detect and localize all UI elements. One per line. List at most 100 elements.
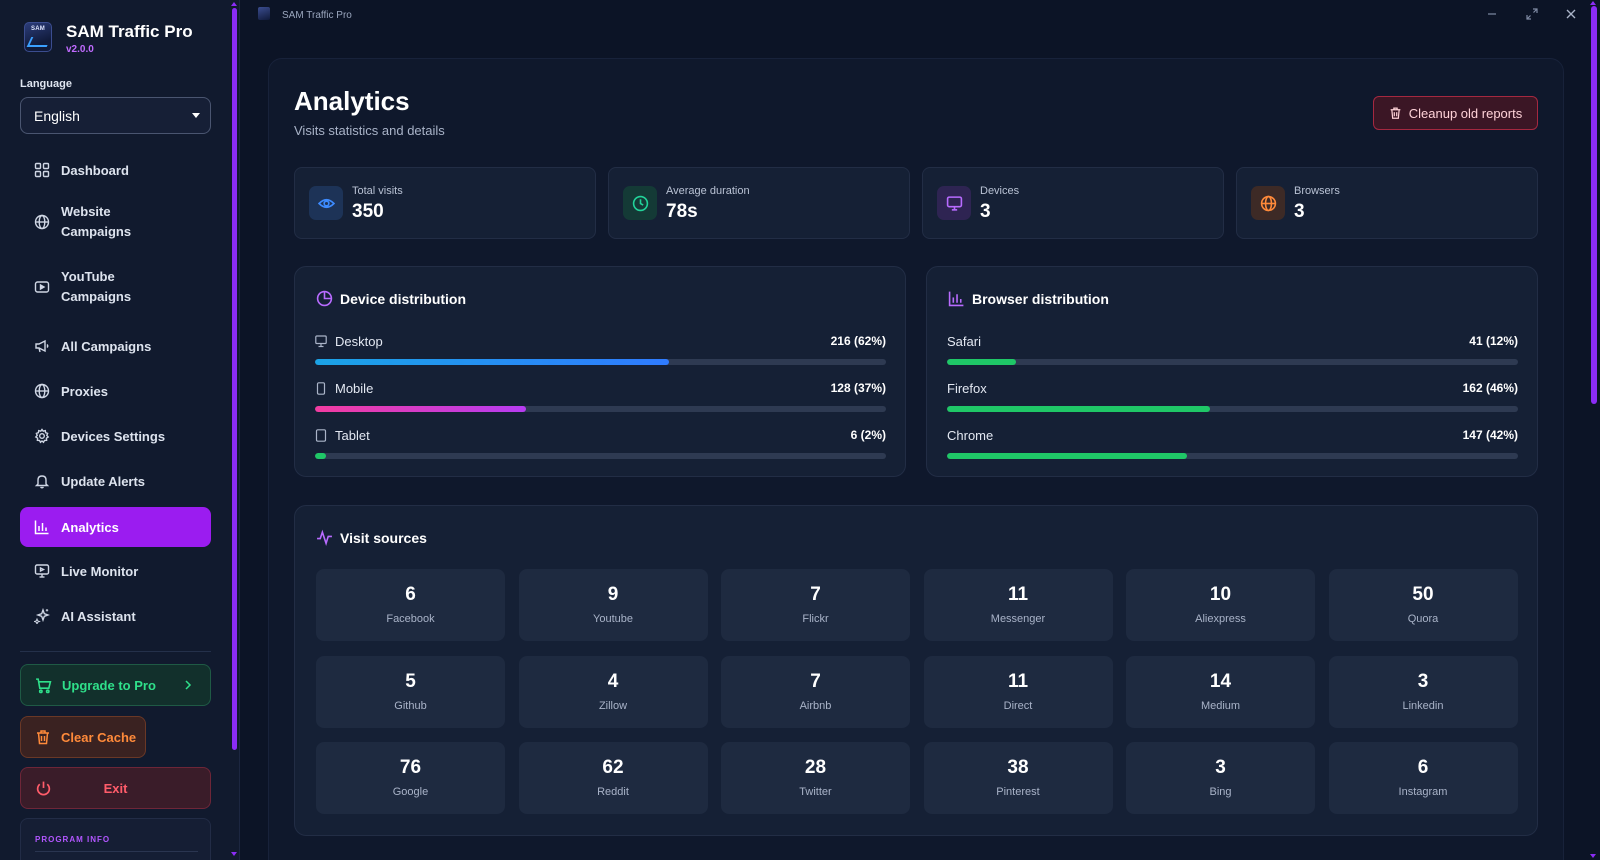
- progress-track: [947, 406, 1518, 412]
- nav-label: Analytics: [61, 519, 119, 535]
- nav-item-ai-assistant[interactable]: AI Assistant: [20, 598, 211, 634]
- source-count: 76: [399, 757, 422, 778]
- nav-item-dashboard[interactable]: Dashboard: [20, 152, 211, 188]
- clear-cache-label: Clear Cache: [61, 729, 137, 745]
- clear-cache-button[interactable]: Clear Cache: [20, 716, 146, 758]
- browser-distribution-panel: Browser distribution Safari 41 (12%) Fir…: [926, 266, 1538, 477]
- source-name: Pinterest: [996, 786, 1040, 798]
- progress-fill: [315, 406, 527, 412]
- browser-name: Safari: [947, 334, 981, 349]
- nav-item-website-campaigns[interactable]: Website Campaigns: [20, 199, 211, 245]
- source-card-twitter: 28 Twitter: [721, 742, 910, 814]
- exit-button[interactable]: Exit: [20, 767, 211, 809]
- source-card-airbnb: 7 Airbnb: [721, 655, 910, 728]
- stat-card-total-visits: Total visits 350: [294, 167, 596, 239]
- source-count: 3: [1215, 757, 1226, 778]
- restore-icon[interactable]: [1524, 6, 1540, 22]
- browser-value: 162 (46%): [1462, 381, 1518, 395]
- bell-icon: [34, 475, 50, 489]
- source-count: 6: [405, 584, 416, 605]
- source-name: Google: [392, 786, 429, 798]
- source-card-pinterest: 38 Pinterest: [923, 742, 1113, 814]
- browser-distribution-title: Browser distribution: [948, 290, 1109, 307]
- source-count: 50: [1412, 584, 1434, 605]
- source-card-zillow: 4 Zillow: [518, 655, 708, 728]
- source-name: Instagram: [1398, 786, 1448, 798]
- stat-card-devices: Devices 3: [922, 167, 1224, 239]
- panel-title-text: Device distribution: [340, 290, 467, 307]
- nav-item-all-campaigns[interactable]: All Campaigns: [20, 328, 211, 364]
- minimize-icon[interactable]: [1484, 6, 1500, 22]
- video-icon: [34, 281, 50, 293]
- progress-track: [315, 359, 886, 365]
- browser-value: 41 (12%): [1469, 334, 1518, 348]
- program-info-label: PROGRAM INFO: [35, 835, 111, 844]
- sidebar-scroll-up-icon[interactable]: [231, 2, 237, 6]
- source-name: Flickr: [802, 613, 829, 625]
- nav-item-youtube-campaigns[interactable]: YouTube Campaigns: [20, 264, 211, 310]
- language-label: Language: [20, 78, 72, 90]
- window-titlebar: SAM Traffic Pro: [240, 0, 1600, 30]
- nav-item-live-monitor[interactable]: Live Monitor: [20, 553, 211, 589]
- globe-icon: [34, 383, 50, 399]
- browser-name: Firefox: [947, 381, 987, 396]
- source-count: 11: [1007, 584, 1029, 605]
- app-version: v2.0.0: [66, 44, 94, 55]
- source-name: Medium: [1200, 699, 1241, 712]
- chevron-right-icon: [185, 680, 192, 690]
- gear-icon: [34, 428, 50, 444]
- app-logo-icon: SAM: [24, 22, 52, 52]
- language-selected-value: English: [34, 107, 80, 124]
- stat-icon-box: [309, 186, 343, 220]
- browser-row-firefox: Firefox 162 (46%): [947, 381, 1518, 417]
- clock-icon: [632, 195, 648, 211]
- nav-label: All Campaigns: [61, 338, 152, 354]
- trash-icon: [1390, 107, 1401, 119]
- nav-label: Update Alerts: [61, 473, 146, 489]
- visit-sources-title: Visit sources: [316, 529, 427, 546]
- source-count: 62: [602, 757, 624, 778]
- device-row-mobile: Mobile 128 (37%): [315, 381, 886, 417]
- source-card-messenger: 11 Messenger: [923, 569, 1113, 641]
- sidebar: SAM SAM Traffic Pro v2.0.0 Language Engl…: [0, 0, 240, 860]
- language-select[interactable]: English: [20, 97, 211, 134]
- nav-item-devices-settings[interactable]: Devices Settings: [20, 418, 211, 454]
- source-card-flickr: 7 Flickr: [721, 569, 910, 641]
- page-scroll-down-icon[interactable]: [1590, 854, 1596, 858]
- progress-fill: [947, 453, 1187, 459]
- source-name: Direct: [1003, 699, 1033, 712]
- nav-item-proxies[interactable]: Proxies: [20, 373, 211, 409]
- nav-item-analytics[interactable]: Analytics: [20, 507, 211, 547]
- stat-icon-box: [937, 186, 971, 220]
- stat-card-average-duration: Average duration 78s: [608, 167, 910, 239]
- progress-track: [947, 453, 1518, 459]
- device-name: Tablet: [335, 428, 370, 443]
- source-count: 11: [1007, 670, 1029, 692]
- sidebar-scroll-down-icon[interactable]: [231, 852, 237, 856]
- progress-fill: [947, 406, 1210, 412]
- device-value: 216 (62%): [830, 334, 886, 348]
- progress-track: [315, 453, 886, 459]
- upgrade-label: Upgrade to Pro: [62, 677, 156, 693]
- source-card-google: 76 Google: [316, 742, 505, 814]
- nav-item-update-alerts[interactable]: Update Alerts: [20, 463, 211, 499]
- stat-label: Devices: [980, 185, 1020, 197]
- nav-label: YouTube Campaigns: [61, 269, 132, 304]
- visit-sources-panel: Visit sources 6 Facebook 9 Youtube 7 Flickr 11…: [294, 505, 1538, 836]
- tablet-icon: [315, 429, 327, 442]
- source-count: 9: [607, 584, 619, 605]
- monitor-icon: [946, 195, 962, 211]
- progress-track: [315, 406, 886, 412]
- cleanup-reports-button[interactable]: Cleanup old reports: [1373, 96, 1538, 130]
- stat-value: 350: [352, 201, 384, 222]
- source-count: 7: [810, 584, 821, 605]
- sidebar-scrollbar[interactable]: [232, 8, 237, 750]
- page-scroll-up-icon[interactable]: [1590, 1, 1596, 5]
- sidebar-divider: [20, 651, 211, 652]
- close-icon[interactable]: [1563, 6, 1579, 22]
- source-name: Airbnb: [799, 699, 832, 712]
- page-scrollbar[interactable]: [1591, 6, 1597, 404]
- source-name: Twitter: [799, 786, 832, 798]
- upgrade-button[interactable]: Upgrade to Pro: [20, 664, 211, 706]
- source-name: Github: [394, 699, 427, 712]
